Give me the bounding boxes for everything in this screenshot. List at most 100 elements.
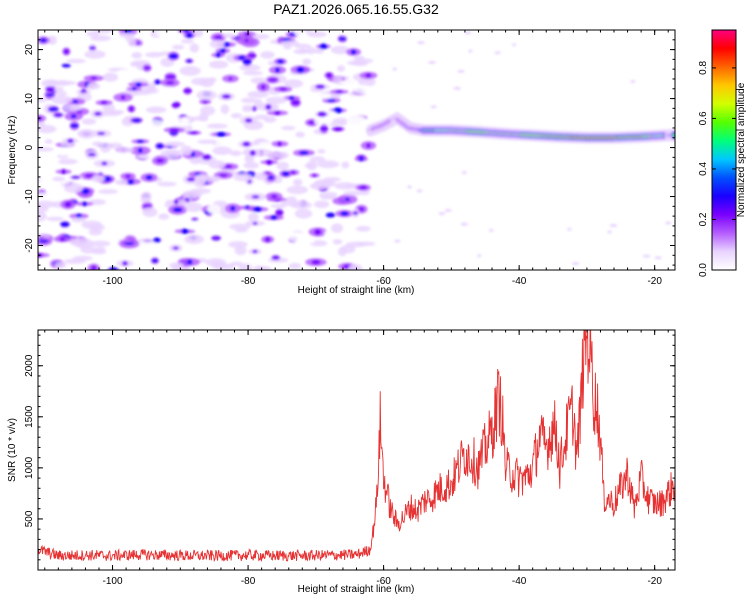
heatmap-cell — [116, 69, 131, 77]
heatmap-cell — [252, 221, 258, 225]
heatmap-cell — [185, 202, 203, 213]
colorbar-label: Normalized spectral amplitude — [736, 82, 747, 217]
heatmap-cell — [266, 151, 278, 159]
heatmap-cell — [286, 52, 295, 60]
heatmap-cell — [203, 99, 208, 104]
heatmap-cell — [244, 118, 253, 123]
heatmap-cell — [488, 228, 494, 232]
heatmap-cell — [337, 246, 347, 257]
heatmap-cell — [290, 201, 312, 209]
heatmap-cell — [116, 147, 135, 153]
heatmap-cell — [55, 91, 68, 96]
heatmap-cell — [275, 151, 289, 159]
heatmap-cell — [366, 143, 371, 149]
heatmap-cell — [55, 148, 72, 156]
heatmap-cell — [242, 58, 252, 65]
snr-panel: -100 -80 -60 -40 -20 500 1000 1500 2000 Height … — [7, 329, 676, 595]
heatmap-cell — [40, 38, 47, 43]
heatmap-cell — [438, 212, 446, 216]
heatmap-cell — [355, 225, 371, 232]
heatmap-cell — [209, 60, 229, 69]
heatmap-cell — [164, 141, 185, 147]
heatmap-cell — [257, 266, 272, 270]
heatmap-cell — [352, 84, 374, 94]
x-tick-label: -100 — [103, 576, 123, 587]
heatmap-cell — [319, 126, 329, 132]
x-tick-label: -40 — [512, 576, 527, 587]
heatmap-cell — [174, 162, 183, 173]
heatmap-cell — [186, 177, 196, 182]
heatmap-cell — [335, 89, 343, 94]
heatmap-cell — [261, 84, 266, 90]
heatmap-y-axis: 20 10 0 -10 -20 — [24, 29, 675, 266]
heatmap-cell — [213, 35, 223, 40]
y-tick-label: 1000 — [24, 456, 35, 479]
heatmap-cell — [164, 95, 176, 103]
heatmap-cell — [102, 103, 115, 112]
heatmap-cell — [333, 107, 343, 114]
heatmap-cell — [120, 95, 126, 100]
heatmap-cell — [275, 67, 280, 73]
heatmap-cell — [252, 206, 263, 212]
heatmap-cell — [295, 131, 305, 138]
heatmap-cell — [265, 96, 288, 104]
heatmap-cell — [125, 174, 131, 179]
heatmap-cell — [131, 118, 142, 123]
heatmap-cell — [267, 175, 274, 180]
heatmap-cell — [199, 175, 222, 182]
heatmap-cell — [571, 262, 580, 266]
heatmap-cell — [189, 131, 199, 135]
heatmap-cell — [346, 114, 366, 125]
heatmap-cell — [254, 172, 268, 181]
colorbar-gradient — [712, 30, 736, 270]
colorbar-tick-label: 0.0 — [698, 263, 709, 277]
heatmap-cell — [338, 36, 347, 41]
heatmap-cell — [155, 143, 164, 149]
heatmap-cell — [333, 76, 343, 83]
heatmap-cell — [100, 142, 111, 153]
heatmap-cell — [140, 197, 152, 203]
heatmap-cell — [134, 241, 156, 247]
heatmap-cell — [358, 156, 364, 162]
heatmap-cell — [48, 107, 59, 112]
heatmap-cell — [84, 174, 95, 178]
heatmap-cell — [276, 59, 284, 64]
heatmap-cell — [38, 147, 54, 152]
heatmap-cell — [51, 95, 72, 105]
heatmap-cell — [228, 240, 248, 249]
heatmap-cell — [171, 102, 181, 108]
heatmap-cell — [352, 211, 359, 216]
heatmap-cell — [345, 241, 367, 248]
y-tick-label: 20 — [24, 44, 35, 56]
heatmap-cell — [186, 32, 193, 39]
heatmap-cell — [642, 254, 651, 258]
heatmap-cell — [157, 181, 177, 187]
heatmap-cell — [66, 58, 86, 64]
heatmap-cell — [67, 138, 74, 144]
heatmap-cell — [206, 123, 228, 129]
heatmap-cell — [309, 92, 332, 100]
heatmap-cell — [151, 258, 159, 263]
colorbar-tick-label: 0.4 — [698, 162, 709, 176]
y-tick-label: 2000 — [24, 354, 35, 377]
heatmap-cell — [52, 176, 66, 182]
colorbar-tick-label: 0.6 — [698, 111, 709, 125]
heatmap-cell — [70, 114, 77, 119]
heatmap-cell — [326, 72, 333, 79]
heatmap-cell — [131, 86, 137, 91]
colorbar-tick-label: 0.8 — [698, 61, 709, 75]
heatmap-cell — [53, 112, 64, 118]
heatmap-cell — [192, 217, 198, 222]
heatmap-cell — [155, 85, 171, 92]
heatmap-cell — [351, 61, 368, 67]
heatmap-cell — [165, 81, 175, 85]
y-tick-label: -20 — [24, 238, 35, 253]
y-tick-label: 500 — [24, 510, 35, 527]
heatmap-cell — [128, 38, 137, 47]
heatmap-cell — [284, 79, 304, 88]
heatmap-cell — [286, 185, 309, 195]
heatmap-cell — [81, 118, 97, 125]
heatmap-cell — [315, 84, 326, 90]
heatmap-cell — [98, 189, 118, 195]
